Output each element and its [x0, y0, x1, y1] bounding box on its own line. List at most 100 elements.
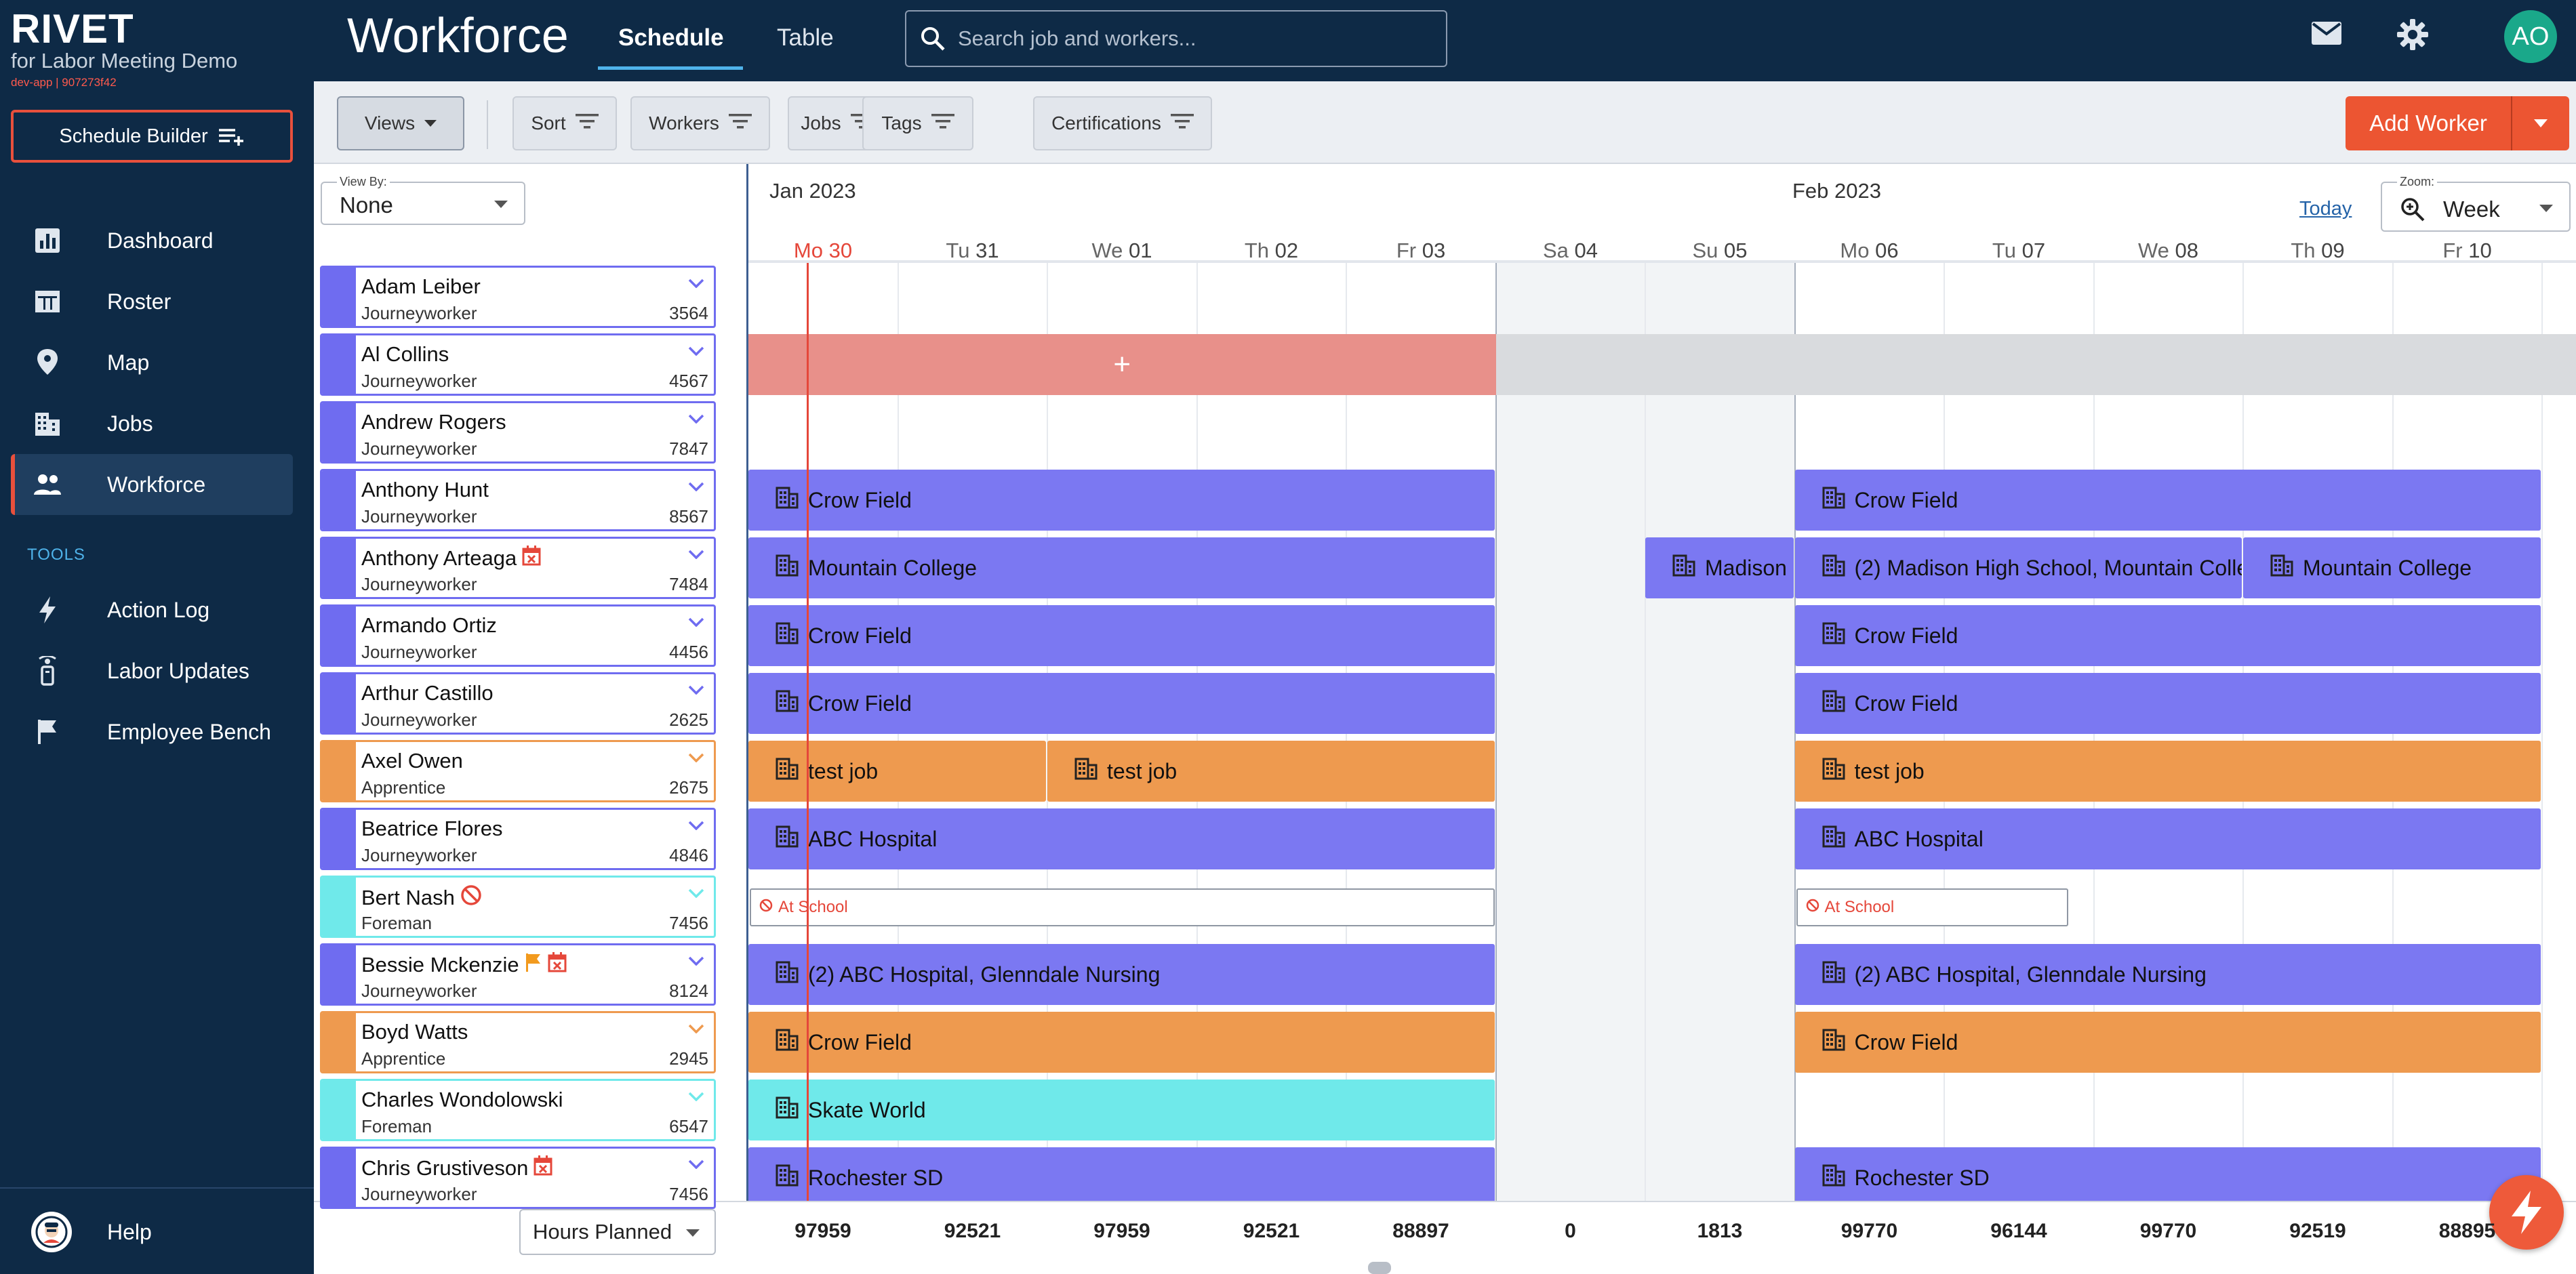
assignment-bar[interactable]: (2) ABC Hospital, Glenndale Nursing	[748, 944, 1495, 1005]
assignment-bar[interactable]: Crow Field	[748, 470, 1495, 531]
filter-sort-button[interactable]: Sort	[512, 96, 617, 150]
worker-card[interactable]: Charles Wondolowski Foreman 6547	[320, 1079, 716, 1141]
worker-card[interactable]: Adam Leiber Journeyworker 3564	[320, 266, 716, 328]
worker-card[interactable]: Andrew Rogers Journeyworker 7847	[320, 401, 716, 464]
worker-number: 7484	[669, 574, 708, 594]
chevron-down-icon[interactable]	[688, 414, 704, 427]
worker-role: Journeyworker	[361, 845, 477, 865]
assignment-bar[interactable]: Skate World	[748, 1080, 1495, 1141]
search-box[interactable]	[905, 10, 1447, 67]
worker-card[interactable]: Chris Grustiveson Journeyworker 7456	[320, 1147, 716, 1209]
chevron-down-icon[interactable]	[688, 279, 704, 291]
assignment-bar[interactable]: Crow Field	[1794, 1012, 2541, 1073]
filter-tags-button[interactable]: Tags	[862, 96, 973, 150]
assignment-bar[interactable]: Crow Field	[1794, 470, 2541, 531]
assignment-bar[interactable]: test job	[748, 741, 1046, 802]
assignment-bar[interactable]: Crow Field	[748, 1012, 1495, 1073]
nav-item-jobs[interactable]: Jobs	[11, 393, 293, 454]
chevron-down-icon[interactable]	[688, 1159, 704, 1172]
chevron-down-icon[interactable]	[688, 346, 704, 359]
horizontal-scroll-handle[interactable]	[1368, 1262, 1391, 1274]
worker-card[interactable]: Anthony Hunt Journeyworker 8567	[320, 469, 716, 531]
mail-icon[interactable]	[2312, 22, 2341, 48]
time-off-block[interactable]: At School	[750, 888, 1495, 926]
assignment-label: Rochester SD	[808, 1165, 944, 1190]
chevron-down-icon[interactable]	[688, 956, 704, 969]
chevron-down-icon[interactable]	[688, 550, 704, 562]
worker-card[interactable]: Bessie Mckenzie Journeyworker 8124	[320, 943, 716, 1006]
assignment-bar[interactable]: Crow Field	[748, 605, 1495, 666]
filter-certifications-button[interactable]: Certifications	[1033, 96, 1212, 150]
worker-card[interactable]: Boyd Watts Apprentice 2945	[320, 1011, 716, 1073]
search-input[interactable]	[958, 26, 1432, 51]
nav-item-roster[interactable]: Roster	[11, 271, 293, 332]
help-link[interactable]: Help	[11, 1201, 302, 1263]
chevron-down-icon[interactable]	[688, 1024, 704, 1037]
assignment-bar[interactable]: Rochester SD	[748, 1147, 1495, 1201]
quick-action-button[interactable]	[2489, 1175, 2564, 1250]
assignment-bar[interactable]: Crow Field	[748, 673, 1495, 734]
schedule-builder-button[interactable]: Schedule Builder	[11, 110, 293, 163]
tool-item-action-log[interactable]: Action Log	[11, 579, 293, 640]
chevron-down-icon[interactable]	[688, 888, 704, 901]
building-icon	[1795, 689, 1855, 718]
assignment-bar[interactable]: (2) Madison High School, Mountain Colleg…	[1794, 537, 2242, 598]
nav-item-map[interactable]: Map	[11, 332, 293, 393]
today-link[interactable]: Today	[2299, 198, 2352, 220]
chevron-down-icon[interactable]	[688, 753, 704, 766]
chevron-down-icon[interactable]	[688, 821, 704, 834]
chevron-down-icon[interactable]	[688, 685, 704, 698]
weekend-column	[1645, 263, 1795, 1201]
assignment-bar[interactable]: (2) ABC Hospital, Glenndale Nursing	[1794, 944, 2541, 1005]
tab-table[interactable]: Table	[777, 24, 834, 51]
user-avatar[interactable]: AO	[2504, 10, 2557, 63]
month-label: Feb 2023	[1792, 179, 1881, 203]
chevron-down-icon[interactable]	[688, 617, 704, 630]
worker-card[interactable]: Al Collins Journeyworker 4567	[320, 333, 716, 396]
time-off-block[interactable]: At School	[1796, 888, 2068, 926]
assignment-bar[interactable]: test job	[1047, 741, 1495, 802]
worker-card[interactable]: Beatrice Flores Journeyworker 4846	[320, 808, 716, 870]
assignment-bar[interactable]: Rochester SD	[1794, 1147, 2541, 1201]
assignment-bar[interactable]: ABC Hospital	[748, 808, 1495, 869]
tool-item-employee-bench[interactable]: Employee Bench	[11, 701, 293, 762]
worker-card[interactable]: Anthony Arteaga Journeyworker 7484	[320, 537, 716, 599]
chevron-down-icon[interactable]	[688, 1092, 704, 1105]
add-worker-menu-icon[interactable]	[2512, 119, 2569, 127]
worker-role: Journeyworker	[361, 642, 477, 662]
assignment-bar[interactable]: Mountain College	[2243, 537, 2541, 598]
tool-item-label: Labor Updates	[107, 658, 249, 683]
settings-icon[interactable]	[2397, 19, 2428, 54]
add-worker-divider	[2511, 96, 2512, 150]
assignment-bar[interactable]: Mountain College	[748, 537, 1495, 598]
hours-metric-select[interactable]: Hours Planned	[519, 1209, 716, 1255]
chevron-down-icon[interactable]	[688, 482, 704, 495]
add-worker-button[interactable]: Add Worker	[2346, 96, 2569, 150]
views-button[interactable]: Views	[337, 96, 464, 150]
tool-item-labor-updates[interactable]: Labor Updates	[11, 640, 293, 701]
zoom-select[interactable]: Zoom: Week	[2381, 175, 2571, 232]
worker-name-row: Bert Nash	[361, 884, 482, 911]
day-of-week: We	[1091, 239, 1123, 262]
app-logo[interactable]: RIVET	[11, 6, 134, 52]
add-assignment-slot[interactable]: +	[748, 334, 1496, 395]
assignment-bar[interactable]: test job	[1794, 741, 2541, 802]
assignment-bar[interactable]: ABC Hospital	[1794, 808, 2541, 869]
nav-item-dashboard[interactable]: Dashboard	[11, 210, 293, 271]
worker-card[interactable]: Axel Owen Apprentice 2675	[320, 740, 716, 802]
assignment-bar[interactable]: Crow Field	[1794, 605, 2541, 666]
column-divider[interactable]	[746, 164, 748, 1274]
worker-color-strip	[322, 403, 356, 461]
assignment-bar[interactable]: Crow Field	[1794, 673, 2541, 734]
assignment-bar[interactable]: Madison High School	[1645, 537, 1794, 598]
worker-card[interactable]: Armando Ortiz Journeyworker 4456	[320, 604, 716, 667]
filter-workers-button[interactable]: Workers	[630, 96, 770, 150]
nav-item-workforce[interactable]: Workforce	[11, 454, 293, 515]
tab-schedule[interactable]: Schedule	[618, 24, 724, 51]
worker-card[interactable]: Bert Nash Foreman 7456	[320, 876, 716, 938]
worker-color-strip	[322, 1149, 356, 1207]
building-icon	[1795, 621, 1855, 650]
schedule-grid[interactable]: + Crow Field Crow Field Mountain College Mad…	[748, 263, 2576, 1201]
view-by-select[interactable]: View By: None	[321, 175, 525, 225]
worker-card[interactable]: Arthur Castillo Journeyworker 2625	[320, 672, 716, 735]
